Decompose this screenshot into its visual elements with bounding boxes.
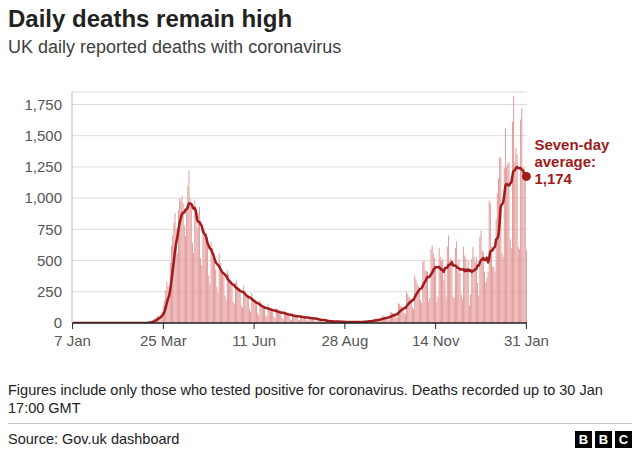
html-text:B: B	[598, 432, 609, 447]
html-text:B: B	[578, 432, 589, 447]
svg-text:28 Aug: 28 Aug	[322, 332, 369, 349]
html-text:C: C	[618, 432, 629, 447]
html-text:Figures include only those who: Figures include only those who tested po…	[8, 382, 603, 416]
svg-text:Seven-day: Seven-day	[534, 136, 610, 153]
svg-text:1,500: 1,500	[24, 127, 62, 144]
svg-text:0: 0	[54, 314, 62, 331]
svg-text:11 Jun: 11 Jun	[232, 332, 276, 349]
svg-text:25 Mar: 25 Mar	[140, 332, 187, 349]
svg-text:average:: average:	[534, 153, 596, 170]
svg-text:500: 500	[37, 252, 62, 269]
svg-text:750: 750	[37, 221, 62, 238]
html-text:UK daily reported deaths with: UK daily reported deaths with coronaviru…	[8, 37, 342, 57]
svg-text:14 Nov: 14 Nov	[412, 332, 460, 349]
svg-text:250: 250	[37, 283, 62, 300]
svg-text:1,000: 1,000	[24, 189, 62, 206]
html-text:Source: Gov.uk dashboard: Source: Gov.uk dashboard	[8, 431, 180, 447]
svg-text:7 Jan: 7 Jan	[54, 332, 91, 349]
svg-text:1,250: 1,250	[24, 158, 62, 175]
html-text:Daily deaths remain high: Daily deaths remain high	[8, 5, 293, 32]
svg-text:1,174: 1,174	[534, 170, 572, 187]
svg-text:31 Jan: 31 Jan	[504, 332, 549, 349]
svg-text:1,750: 1,750	[24, 96, 62, 113]
